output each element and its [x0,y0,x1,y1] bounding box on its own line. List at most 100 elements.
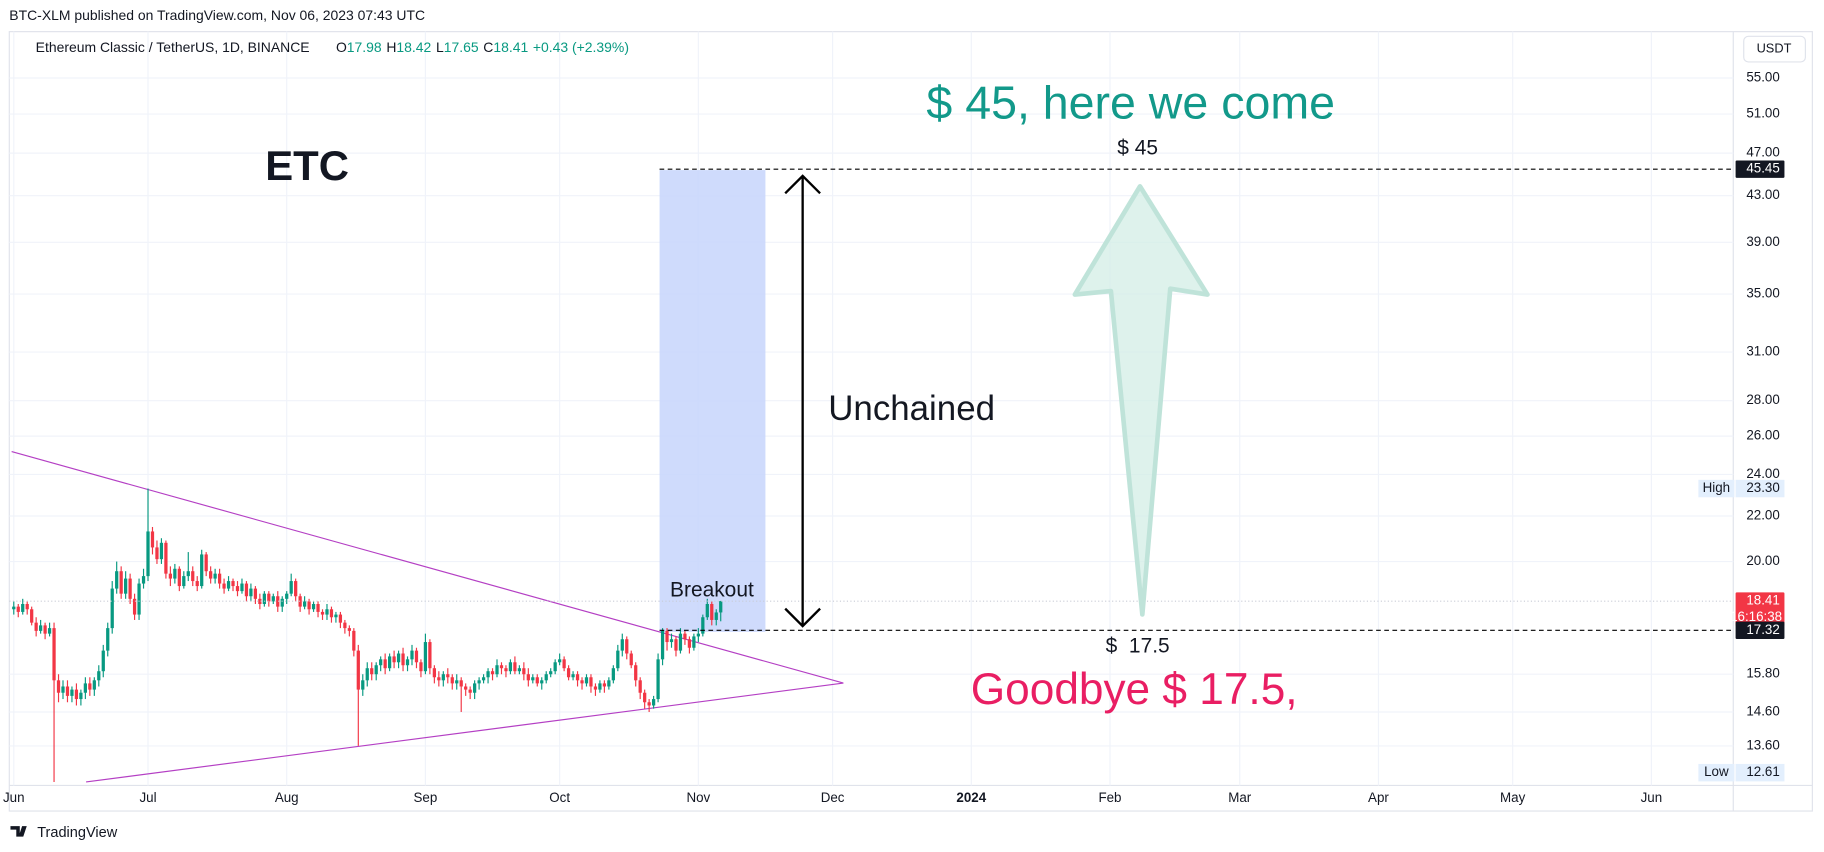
candle-body [719,601,723,613]
extreme-value-box [1735,479,1785,498]
candle-body [683,633,687,640]
candle-body [405,659,410,666]
candle-body [262,593,266,605]
target-text: $ 45, here we come [926,76,1335,128]
candle-body [450,677,454,684]
candle-body [432,668,436,678]
candle-body [88,683,92,690]
y-tick-label: 47.00 [1746,145,1779,160]
candle-body [343,622,347,629]
candle-body [473,683,477,693]
candle-body [271,596,275,602]
candle-body [316,604,320,612]
candle-body [294,581,298,597]
candle-body [575,674,580,681]
candle-body [182,576,186,587]
candle-body [396,653,401,663]
candle-body [34,622,38,631]
candle-body [571,674,575,678]
candle-body [428,642,432,669]
candle-body [329,609,334,618]
candle-body [320,611,325,615]
candle-body [495,665,499,675]
currency-button[interactable] [1743,35,1806,63]
candle-body [155,547,159,560]
x-tick-label: Apr [1368,790,1389,805]
candle-body [531,677,535,681]
candle-body [634,665,638,681]
candles [12,488,723,783]
x-tick-label: Mar [1228,790,1252,805]
candle-body [486,671,490,678]
quote-key: O [336,39,347,55]
candle-body [244,583,249,597]
base-level: $ 17.5 [1106,635,1170,658]
currency-label[interactable]: USDT [1757,40,1792,55]
candle-body [611,668,615,681]
candle-body [83,683,87,693]
candle-body [97,671,101,681]
candle-body [455,680,459,684]
candle-body [616,650,620,669]
price-label-box [1735,160,1785,178]
candle-body [119,571,123,594]
farewell-text: Goodbye $ 17.5, [971,665,1298,714]
candle-body [253,588,258,599]
y-tick-label: 24.00 [1746,466,1779,481]
candle-body [280,598,284,607]
candle-body [298,596,302,607]
footer-logo [10,826,27,837]
candle-body [517,668,522,672]
candle-body [414,650,419,663]
x-tick-label: Dec [821,790,845,805]
candle-body [468,689,472,693]
candle-body [370,668,374,675]
candle-body [374,665,378,675]
price-label: 18.41 [1746,593,1779,608]
extreme-value: 12.61 [1746,764,1779,779]
candle-body [593,686,598,690]
candle-body [124,578,128,594]
candle-body [209,571,213,579]
candle-body [710,604,714,620]
up-arrow [1072,184,1210,617]
drawings [11,170,844,783]
candle-body [423,642,428,672]
candle-body [146,531,150,577]
candle-body [338,614,343,623]
move-label: Unchained [828,389,995,428]
candle-body [669,639,674,643]
candle-body [137,583,141,615]
candle-body [656,659,660,700]
candle-body [177,568,181,587]
x-tick-label: Jun [3,790,25,805]
y-tick-label: 22.00 [1746,508,1779,523]
candle-body [508,662,513,672]
quote-key: H [386,39,396,55]
candle-body [602,683,607,687]
candle-body [258,598,262,605]
candle-body [30,609,34,623]
price-label: 17.32 [1746,622,1779,637]
candle-body [311,604,316,610]
candle-body [47,628,52,634]
candle-body [356,650,360,690]
candle-body [383,659,387,669]
candle-body [231,581,235,587]
x-tick-label: Oct [549,790,570,805]
chart-frame [8,31,1813,812]
quote-change: +0.43 (+2.39%) [533,39,629,55]
candle-body [52,628,56,681]
candle-body [490,671,495,675]
symbol: Ethereum Classic / TetherUS, 1D, BINANCE [36,39,310,55]
extreme-value: 23.30 [1746,480,1779,495]
candle-body [647,702,651,706]
candle-body [159,542,164,560]
extreme-tag-box [1698,763,1735,782]
candle-body [21,604,25,612]
candle-body [302,601,307,607]
grid [9,31,1734,786]
candle-body [115,571,119,589]
candle-body [625,639,629,654]
